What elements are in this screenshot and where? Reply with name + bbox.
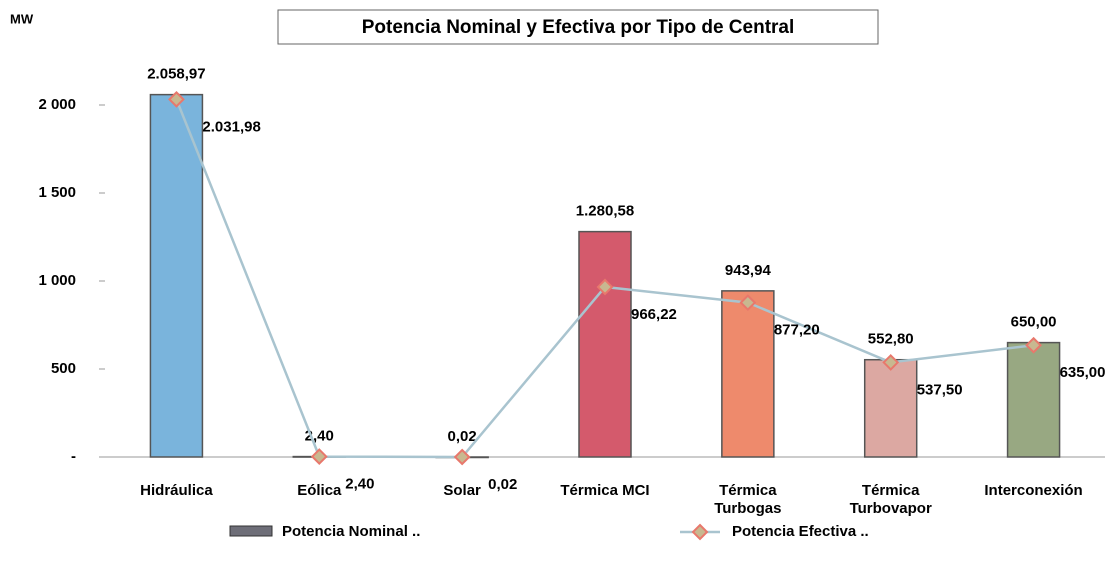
bar-value-label: 1.280,58 [576,203,634,220]
legend-label: Potencia Efectiva .. [732,523,869,540]
line-value-label: 966,22 [631,306,677,323]
legend-swatch [229,525,273,537]
line-value-label: 2.031,98 [202,118,260,135]
y-tick-label: - [71,448,76,465]
x-tick-label: Eólica [297,482,342,499]
y-axis-label: MW [10,11,34,26]
line-value-label: 537,50 [917,381,963,398]
bar [1006,341,1061,458]
bar [578,230,632,458]
bar-value-label: 2.058,97 [147,66,205,83]
bar [149,93,204,458]
y-tick-label: 2 000 [38,96,76,113]
bar-value-label: 552,80 [868,331,914,348]
line-value-label: 0,02 [488,476,517,493]
x-tick-label: Térmica Turbogas [714,482,782,517]
line-marker [596,278,614,296]
legend-label: Potencia Nominal .. [282,523,420,540]
bar-value-label: 0,02 [448,428,477,445]
title-box [277,9,879,45]
line-marker [882,353,900,371]
y-tick-label: 1 000 [38,272,76,289]
chart-title: Potencia Nominal y Efectiva por Tipo de … [362,17,795,38]
line-marker [168,90,185,108]
bar [721,290,775,458]
legend-marker [691,523,709,541]
x-tick-label: Solar [443,482,481,499]
bar [863,358,918,458]
line-marker [739,294,757,312]
line-marker [310,448,328,465]
line-marker [1025,336,1042,354]
line-value-label: 635,00 [1060,364,1106,381]
line-value-label: 877,20 [774,322,820,339]
y-tick-label: 500 [51,360,76,377]
x-tick-label: Térmica MCI [560,482,650,499]
x-tick-label: Térmica Turbovapor [849,482,932,517]
bar-value-label: 943,94 [725,262,772,279]
bar-value-label: 650,00 [1011,314,1057,331]
line-value-label: 2,40 [345,476,374,493]
line-marker [453,448,471,466]
x-tick-label: Interconexión [984,482,1083,499]
x-tick-label: Hidráulica [140,482,213,499]
y-tick-label: 1 500 [38,184,76,201]
